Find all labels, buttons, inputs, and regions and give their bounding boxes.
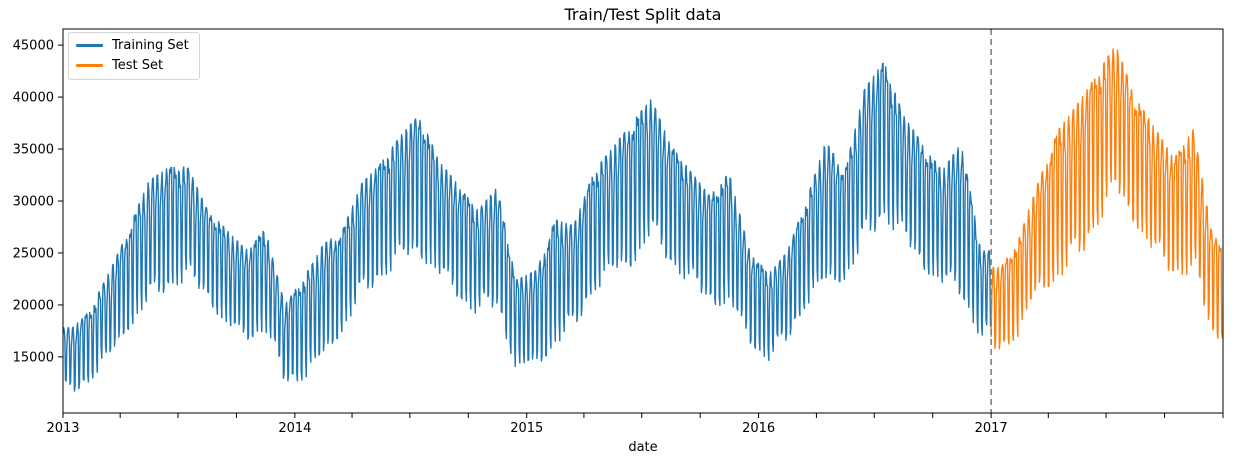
legend-item-training-set: Training Set: [76, 38, 189, 53]
x-tick-label: 2015: [510, 421, 543, 436]
y-tick-label: 35000: [13, 143, 54, 158]
y-tick-label: 40000: [13, 91, 54, 106]
x-tick-label: 2017: [975, 421, 1008, 436]
y-tick-label: 20000: [13, 298, 54, 313]
y-tick-label: 45000: [13, 39, 54, 54]
series-line-test-set: [990, 48, 1224, 350]
x-axis-label: date: [628, 440, 658, 455]
legend-item-test-set: Test Set: [76, 58, 189, 73]
x-tick-label: 2013: [46, 421, 79, 436]
y-tick-label: 30000: [13, 194, 54, 209]
series-line-training-set: [62, 62, 992, 392]
legend-line-training-set-icon: [76, 44, 103, 47]
legend-label-test-set: Test Set: [112, 58, 164, 73]
chart-title: Train/Test Split data: [564, 5, 722, 24]
legend: Training Set Test Set: [68, 32, 200, 80]
legend-line-test-set-icon: [76, 64, 103, 67]
x-tick-label: 2014: [278, 421, 311, 436]
y-tick-label: 15000: [13, 350, 54, 365]
y-tick-label: 25000: [13, 246, 54, 261]
legend-label-training-set: Training Set: [112, 38, 189, 53]
plot-spines: [62, 28, 1224, 414]
x-tick-label: 2016: [742, 421, 775, 436]
